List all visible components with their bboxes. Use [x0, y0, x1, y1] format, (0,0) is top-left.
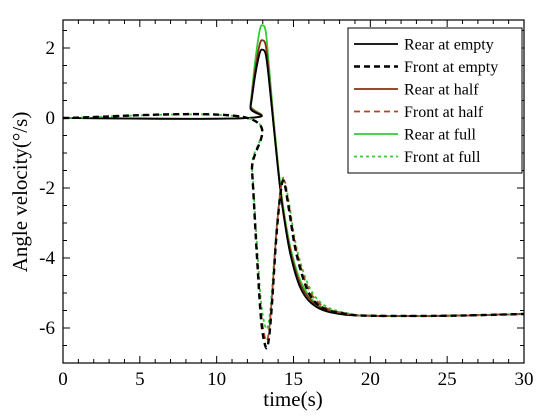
y-tick-label: -4 — [39, 248, 55, 269]
x-axis-label: time(s) — [263, 387, 322, 411]
x-tick-label: 5 — [135, 369, 145, 390]
x-tick-label: 25 — [438, 369, 457, 390]
legend-label: Front at empty — [404, 59, 498, 76]
x-tick-label: 30 — [515, 369, 534, 390]
legend: Rear at empty Front at empty Rear at half F… — [347, 27, 523, 174]
y-axis-label: Angle velocity(°/s) — [8, 112, 32, 273]
series-line-front-at-empty — [62, 112, 525, 350]
y-tick-label: -6 — [39, 318, 55, 339]
y-tick-label: 0 — [46, 108, 56, 129]
legend-label: Front at half — [404, 104, 484, 121]
x-tick-label: 15 — [284, 369, 303, 390]
legend-label: Rear at empty — [404, 37, 494, 54]
legend-label: Rear at full — [404, 127, 477, 144]
x-tick-label: 20 — [361, 369, 380, 390]
legend-box — [347, 27, 523, 174]
x-tick-label: 10 — [207, 369, 226, 390]
y-tick-label: 2 — [46, 38, 56, 59]
legend-label: Front at full — [404, 149, 481, 166]
x-tick-label: 0 — [58, 369, 68, 390]
legend-label: Rear at half — [404, 82, 479, 99]
plot-layer — [62, 24, 525, 350]
y-tick-label: -2 — [39, 178, 55, 199]
